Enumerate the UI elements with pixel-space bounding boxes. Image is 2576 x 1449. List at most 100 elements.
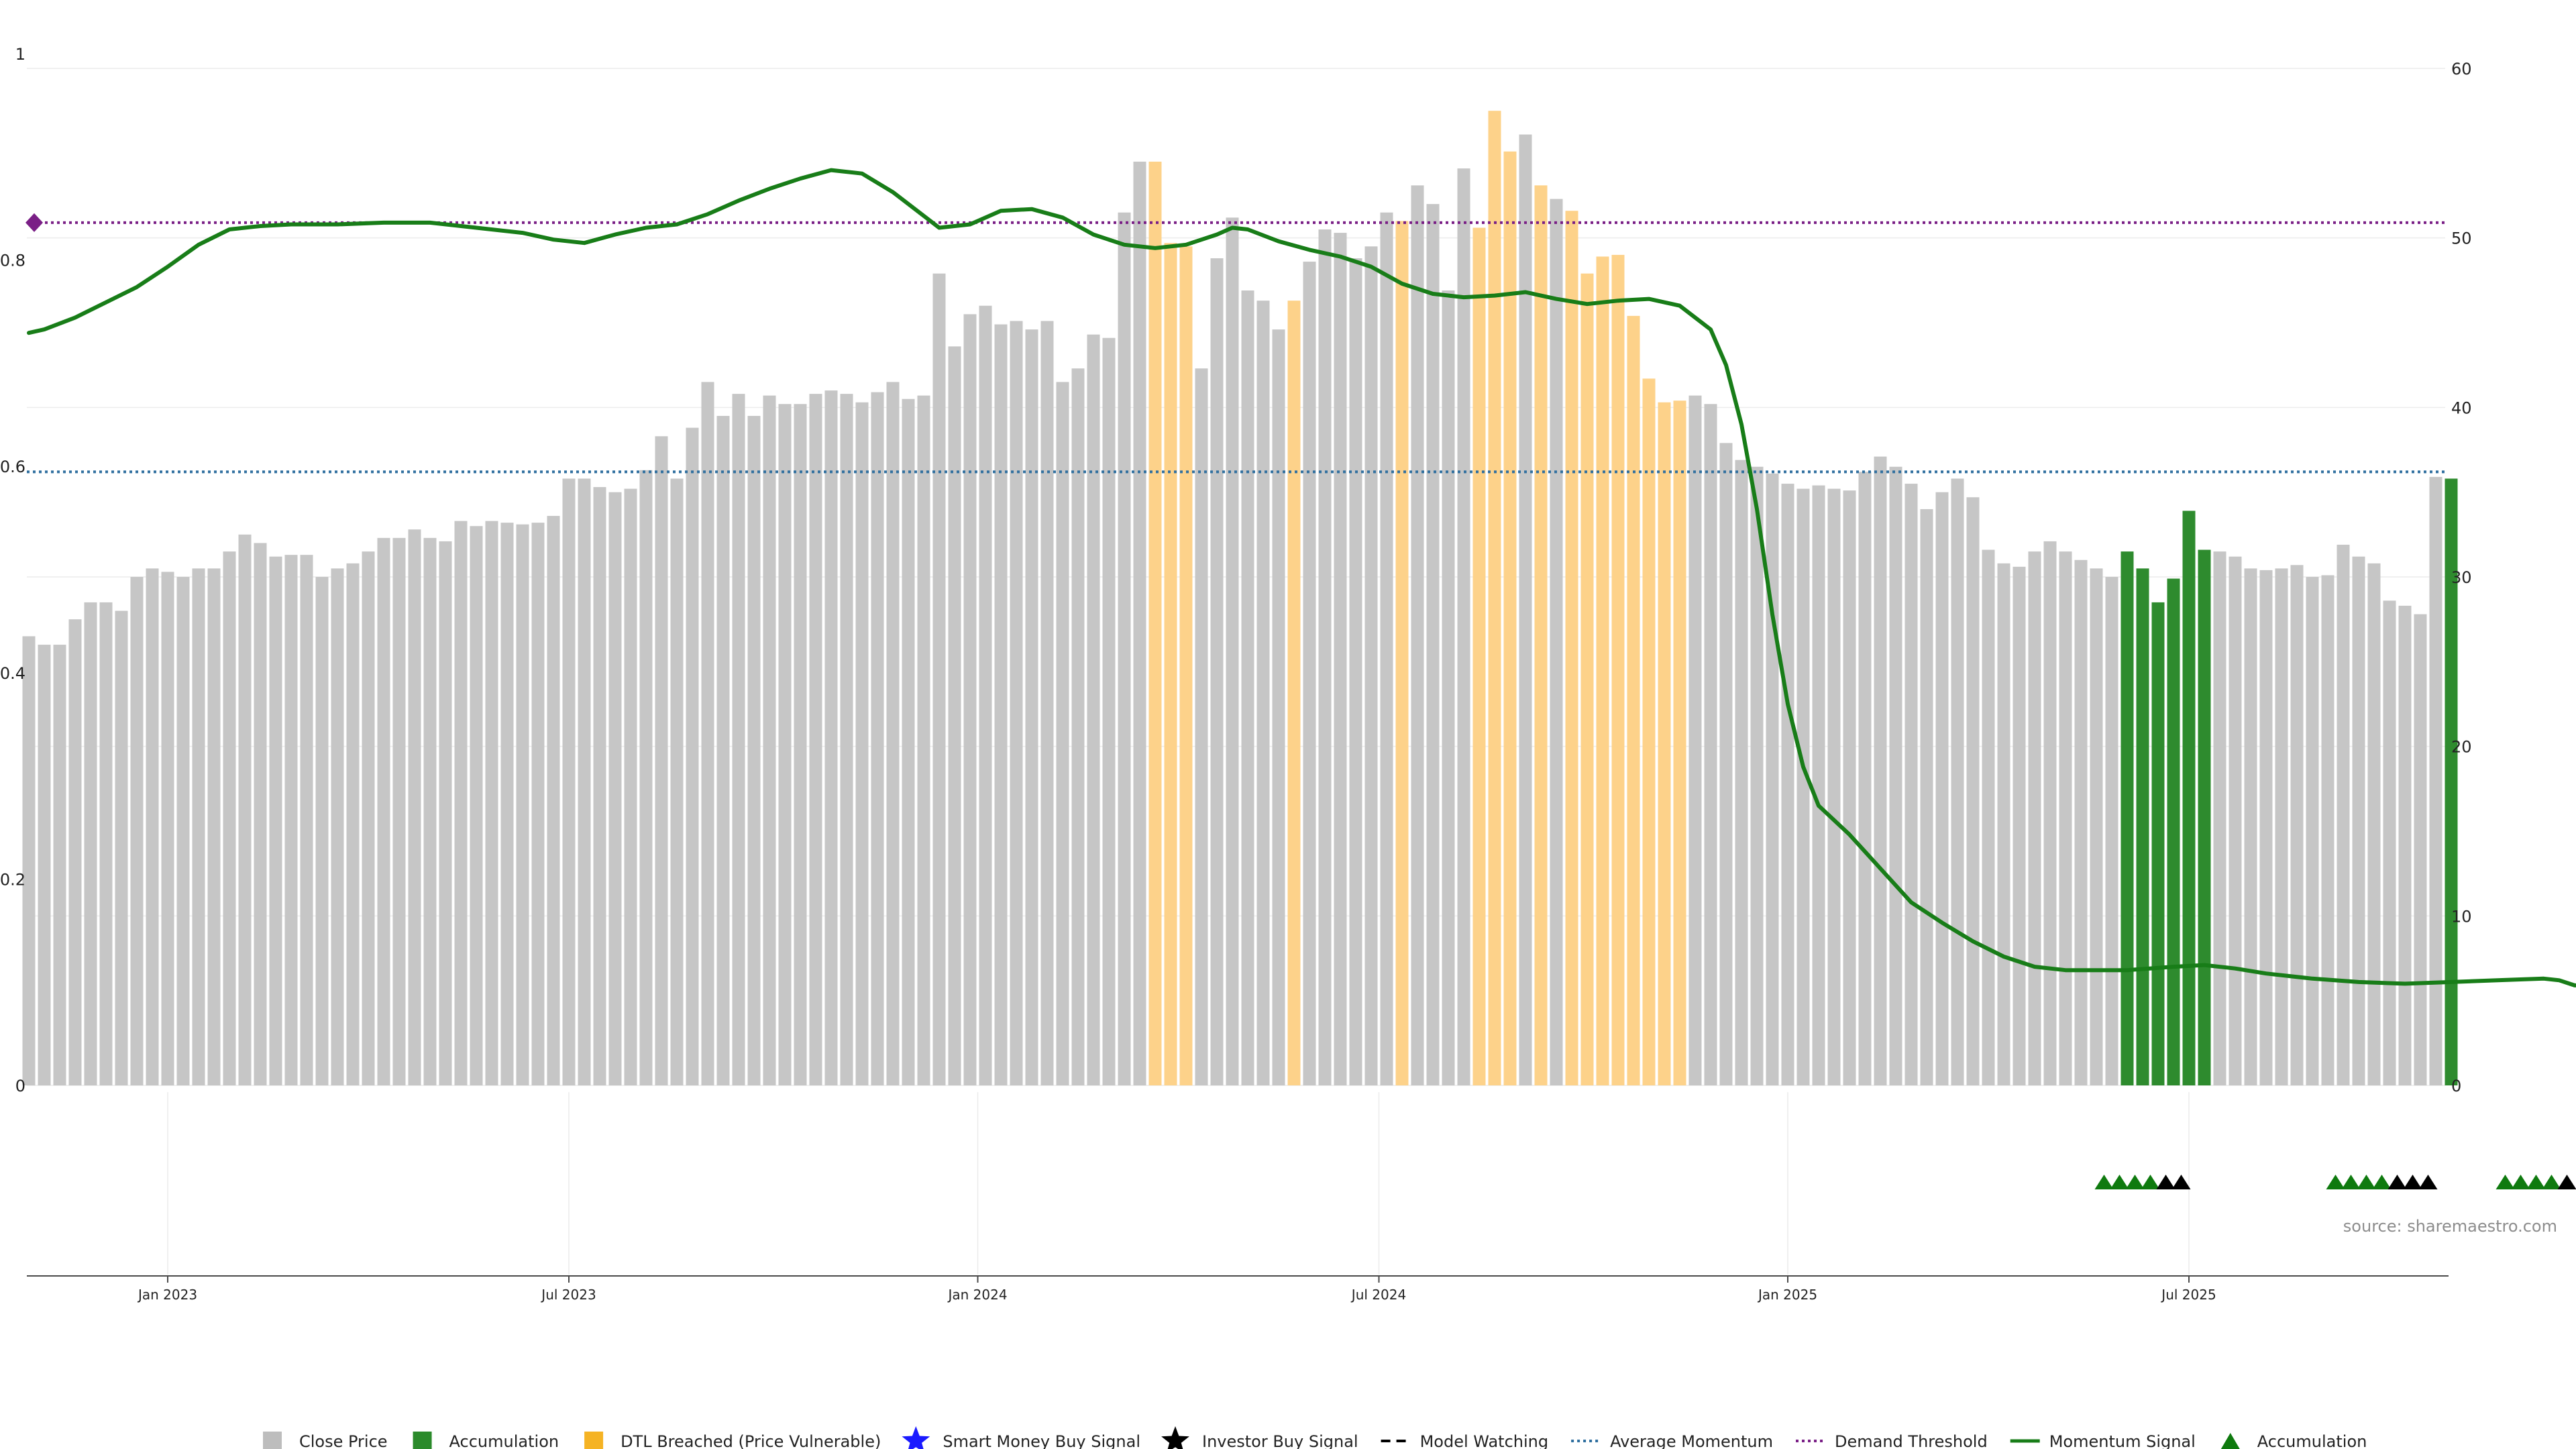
x-axis-tick-label: Jul 2023 (540, 1287, 596, 1303)
close-price-bar (38, 645, 51, 1085)
legend-item: Model Watching (1381, 1432, 1548, 1449)
close-price-bar (1102, 337, 1116, 1085)
dtl-breached-bar (1148, 161, 1162, 1085)
close-price-bar (1118, 212, 1131, 1086)
close-price-bar (1688, 395, 1702, 1085)
close-price-bar (1920, 508, 1933, 1085)
left-axis-tick-label: 1 (15, 45, 25, 64)
close-price-bar (1442, 290, 1455, 1085)
close-price-bar (1040, 321, 1054, 1085)
close-price-bar (1303, 262, 1316, 1085)
close-price-bar (794, 404, 807, 1085)
close-price-bar (331, 568, 344, 1085)
accumulation-signal-marker (2511, 1175, 2530, 1189)
accumulation-bar (2151, 602, 2165, 1085)
source-note: source: sharemaestro.com (2343, 1217, 2557, 1236)
close-price-bar (2244, 568, 2257, 1085)
accumulation-bar (2121, 551, 2134, 1085)
right-axis-tick-label: 40 (2451, 398, 2472, 417)
close-price-bar (1951, 478, 1964, 1085)
left-axis-tick-label: 0 (15, 1077, 25, 1095)
legend-item: Close Price (263, 1432, 388, 1449)
close-price-bar (1812, 485, 1825, 1085)
close-price-bar (1226, 217, 1239, 1085)
close-price-bar (176, 577, 190, 1085)
legend-item: Accumulation (413, 1432, 559, 1449)
close-price-bar (1750, 466, 1764, 1085)
close-price-bar (2429, 476, 2443, 1085)
close-price-bar (2383, 600, 2396, 1085)
legend-swatch (263, 1432, 282, 1449)
close-price-bar (1195, 368, 1208, 1085)
legend-swatch (413, 1432, 432, 1449)
price-bars (22, 111, 2458, 1086)
close-price-bar (1889, 466, 1902, 1085)
legend-item: Smart Money Buy Signal (902, 1426, 1140, 1449)
close-price-bar (1982, 549, 1995, 1085)
close-price-bar (1781, 484, 1794, 1085)
close-price-bar (1241, 290, 1254, 1085)
legend-label: Demand Threshold (1835, 1432, 1988, 1449)
close-price-bar (161, 572, 174, 1085)
close-price-bar (716, 415, 730, 1085)
legend-star-icon (1161, 1426, 1189, 1449)
close-price-bar (1087, 334, 1100, 1086)
close-price-bar (2290, 565, 2304, 1085)
close-price-bar (207, 568, 221, 1085)
dtl-breached-bar (1472, 227, 1486, 1086)
close-price-bar (99, 602, 113, 1085)
dtl-breached-bar (1580, 273, 1594, 1085)
close-price-bar (902, 398, 915, 1085)
x-axis-tick-label: Jan 2023 (137, 1287, 197, 1303)
dtl-breached-bar (1488, 111, 1501, 1086)
accumulation-signal-marker (2526, 1175, 2546, 1189)
close-price-bar (454, 521, 468, 1085)
legend-item: Average Momentum (1571, 1432, 1773, 1449)
left-axis-tick-label: 0.2 (0, 870, 25, 889)
close-price-bar (2043, 541, 2057, 1085)
close-price-bar (840, 394, 853, 1085)
reference-lines (25, 213, 2445, 474)
close-price-bar (1827, 488, 1841, 1085)
close-price-bar (1272, 329, 1285, 1085)
close-price-bar (500, 523, 514, 1085)
investor-signal-marker (2171, 1175, 2191, 1189)
dtl-breached-bar (1179, 246, 1193, 1085)
close-price-bar (932, 273, 946, 1085)
close-price-bar (1318, 229, 1332, 1085)
right-axis-tick-label: 20 (2451, 738, 2472, 757)
accumulation-signal-marker (2496, 1175, 2515, 1189)
close-price-bar (593, 487, 606, 1085)
demand-threshold-marker (25, 213, 43, 232)
close-price-bar (1519, 134, 1532, 1085)
accumulation-bar (2445, 478, 2458, 1085)
close-price-bar (2012, 566, 2026, 1085)
legend-item: Demand Threshold (1796, 1432, 1988, 1449)
close-price-bar (146, 568, 159, 1085)
accumulation-signal-marker (2110, 1175, 2129, 1189)
close-price-bar (192, 568, 205, 1085)
close-price-bar (2275, 568, 2288, 1085)
legend-label: DTL Breached (Price Vulnerable) (621, 1432, 881, 1449)
close-price-bar (948, 346, 961, 1086)
close-price-bar (2367, 563, 2381, 1085)
legend-label: Average Momentum (1610, 1432, 1773, 1449)
right-axis-tick-label: 0 (2451, 1077, 2461, 1095)
close-price-bar (1364, 246, 1378, 1085)
close-price-bar (408, 529, 421, 1085)
right-axis-tick-label: 50 (2451, 229, 2472, 248)
legend-item: DTL Breached (Price Vulnerable) (584, 1432, 881, 1449)
close-price-bar (346, 563, 360, 1085)
close-price-bar (115, 610, 128, 1085)
signal-markers (2094, 1175, 2576, 1189)
accumulation-signal-marker (2357, 1175, 2376, 1189)
accumulation-signal-marker (2094, 1175, 2114, 1189)
close-price-bar (1997, 563, 2010, 1085)
close-price-bar (423, 537, 437, 1085)
close-price-bar (1966, 497, 1980, 1085)
legend-label: Smart Money Buy Signal (943, 1432, 1140, 1449)
close-price-bar (238, 534, 252, 1085)
close-price-bar (300, 555, 313, 1085)
close-price-bar (809, 394, 822, 1085)
